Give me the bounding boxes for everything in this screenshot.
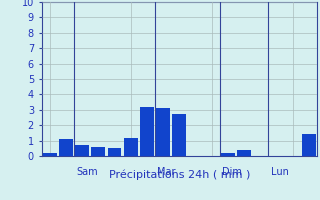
Text: Sam: Sam (76, 167, 98, 177)
Bar (140, 107, 154, 156)
Bar (92, 147, 105, 156)
Bar (75, 145, 89, 156)
Bar (302, 134, 316, 156)
X-axis label: Précipitations 24h ( mm ): Précipitations 24h ( mm ) (108, 170, 250, 180)
Bar (172, 114, 186, 156)
Bar (108, 148, 121, 156)
Text: Dim: Dim (222, 167, 242, 177)
Bar (59, 139, 73, 156)
Bar (156, 108, 170, 156)
Bar (221, 153, 235, 156)
Bar (124, 138, 138, 156)
Text: Mar: Mar (157, 167, 176, 177)
Bar (43, 153, 57, 156)
Text: Lun: Lun (271, 167, 289, 177)
Bar (237, 150, 251, 156)
